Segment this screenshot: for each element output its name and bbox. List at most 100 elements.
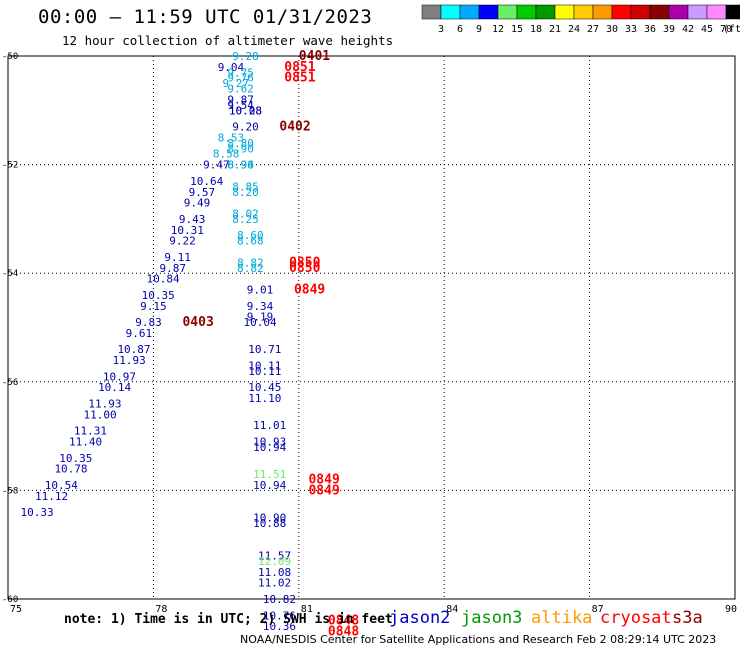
wave-height-point: 10.04 — [243, 316, 276, 329]
wave-height-point: 10.71 — [248, 343, 281, 356]
colorbar-swatch — [668, 4, 689, 20]
wave-height-point: 9.49 — [184, 197, 211, 210]
colorbar-level: 15 — [511, 24, 523, 35]
wave-height-point: 8.82 — [237, 256, 264, 269]
colorbar-swatch — [459, 4, 480, 20]
colorbar-swatch — [516, 4, 537, 20]
wave-height-point: 10.94 — [253, 479, 286, 492]
wave-height-point: 9.57 — [189, 186, 216, 199]
x-tick-label: 78 — [155, 604, 167, 615]
wave-height-point: 11.12 — [35, 490, 68, 503]
wave-height-point: 9.01 — [247, 283, 274, 296]
wave-height-point: 11.08 — [258, 566, 291, 579]
chart-subtitle: 12 hour collection of altimeter wave hei… — [62, 33, 394, 48]
wave-height-point: 8.82 — [237, 262, 264, 275]
colorbar-level: 30 — [606, 24, 618, 35]
colorbar-swatch — [440, 4, 461, 20]
colorbar-level: 9 — [476, 24, 482, 35]
time-label: 0849 — [308, 473, 339, 488]
colorbar-swatch — [630, 4, 651, 20]
time-label: 0849 — [308, 483, 339, 498]
wave-height-point: 10.35 — [59, 452, 92, 465]
wave-height-point: 11.93 — [88, 398, 121, 411]
wave-height-point: 9.83 — [135, 316, 162, 329]
time-label: 0401 — [299, 49, 330, 64]
colorbar-swatch — [611, 4, 632, 20]
wave-height-point: 8.02 — [232, 207, 259, 220]
y-tick-label: -60 — [2, 595, 18, 605]
wave-height-point: 8.94 — [227, 159, 254, 172]
y-tick-label: -52 — [2, 161, 18, 171]
wave-height-point: 9.75 — [227, 66, 254, 79]
colorbar-level: 6 — [457, 24, 463, 35]
wave-height-point: 10.11 — [248, 360, 281, 373]
satellite-label-s3a: s3a — [672, 608, 703, 628]
wave-height-point: 9.61 — [126, 327, 153, 340]
colorbar-swatch — [573, 4, 594, 20]
colorbar-level: 36 — [644, 24, 656, 35]
wave-height-point: 10.14 — [98, 381, 131, 394]
wave-height-point: 10.88 — [253, 517, 286, 530]
plot-frame — [7, 55, 736, 600]
satellite-label-jason3: jason3 — [461, 608, 523, 628]
colorbar-level: 3 — [438, 24, 444, 35]
wave-height-point: 8.25 — [232, 213, 259, 226]
colorbar-swatch — [649, 4, 670, 20]
wave-height-point: 11.93 — [113, 354, 146, 367]
colorbar-swatch — [592, 4, 613, 20]
wave-height-point: 9.76 — [227, 72, 254, 85]
wave-height-point: 9.54 — [227, 99, 254, 112]
wave-height-point: 10.82 — [263, 593, 296, 606]
colorbar-level: 24 — [568, 24, 580, 35]
wave-height-point: 10.94 — [253, 441, 286, 454]
wave-height-point: 11.40 — [69, 436, 102, 449]
wave-height-point: 8.58 — [213, 148, 240, 161]
wave-height-point: 8.85 — [232, 180, 259, 193]
wave-height-point: 10.33 — [21, 506, 54, 519]
wave-height-point: 10.76 — [263, 609, 296, 622]
wave-height-point: 8.53 — [218, 131, 245, 144]
wave-height-point: 10.54 — [45, 479, 78, 492]
colorbar-level: 27 — [587, 24, 599, 35]
colorbar-level: 70 — [720, 24, 732, 35]
wave-height-point: 9.22 — [169, 235, 196, 248]
wave-height-point: 8.60 — [237, 229, 264, 242]
colorbar-swatch — [706, 4, 727, 20]
colorbar-level: 12 — [492, 24, 504, 35]
x-tick-label: 87 — [592, 604, 604, 615]
wave-height-point: 9.04 — [218, 61, 245, 74]
wave-height-point: 11.00 — [84, 408, 117, 421]
wave-height-point: 10.84 — [147, 273, 180, 286]
wave-height-point: 10.64 — [190, 175, 223, 188]
wave-height-point: 11.57 — [258, 550, 291, 563]
wave-height-point: 10.45 — [248, 381, 281, 394]
x-tick-label: 84 — [446, 604, 458, 615]
wave-height-point: 9.11 — [164, 251, 191, 264]
wave-height-point: 11.01 — [253, 419, 286, 432]
colorbar-unit: (ft) — [723, 24, 740, 35]
wave-height-point: 9.27 — [223, 77, 250, 90]
wave-height-point: 9.20 — [232, 121, 259, 134]
wave-height-point: 12.09 — [258, 555, 291, 568]
wave-height-point: 10.11 — [248, 365, 281, 378]
colorbar-level: 33 — [625, 24, 637, 35]
wave-height-point: 11.02 — [258, 577, 291, 590]
wave-height-point: 9.28 — [232, 50, 259, 63]
time-label: 0851 — [284, 71, 315, 86]
x-tick-label: 75 — [10, 604, 22, 615]
colorbar-level: 45 — [701, 24, 713, 35]
colorbar-swatch — [478, 4, 499, 20]
colorbar-swatch — [421, 4, 442, 20]
colorbar-swatch — [554, 4, 575, 20]
wave-height-point: 9.47 — [203, 159, 230, 172]
wave-height-point: 9.62 — [227, 83, 254, 96]
time-label: 0403 — [182, 315, 213, 330]
plot-axes: 75 78 81 84 87 90 -50 -52 -54 -56 -58 -60 — [2, 52, 737, 615]
wave-height-point: 10.28 — [229, 104, 262, 117]
wave-height-point: 10.31 — [171, 224, 204, 237]
wave-height-point: 9.19 — [247, 311, 274, 324]
y-tick-label: -50 — [2, 52, 18, 62]
time-label: 0849 — [294, 282, 325, 297]
wave-height-point: 10.97 — [103, 370, 136, 383]
